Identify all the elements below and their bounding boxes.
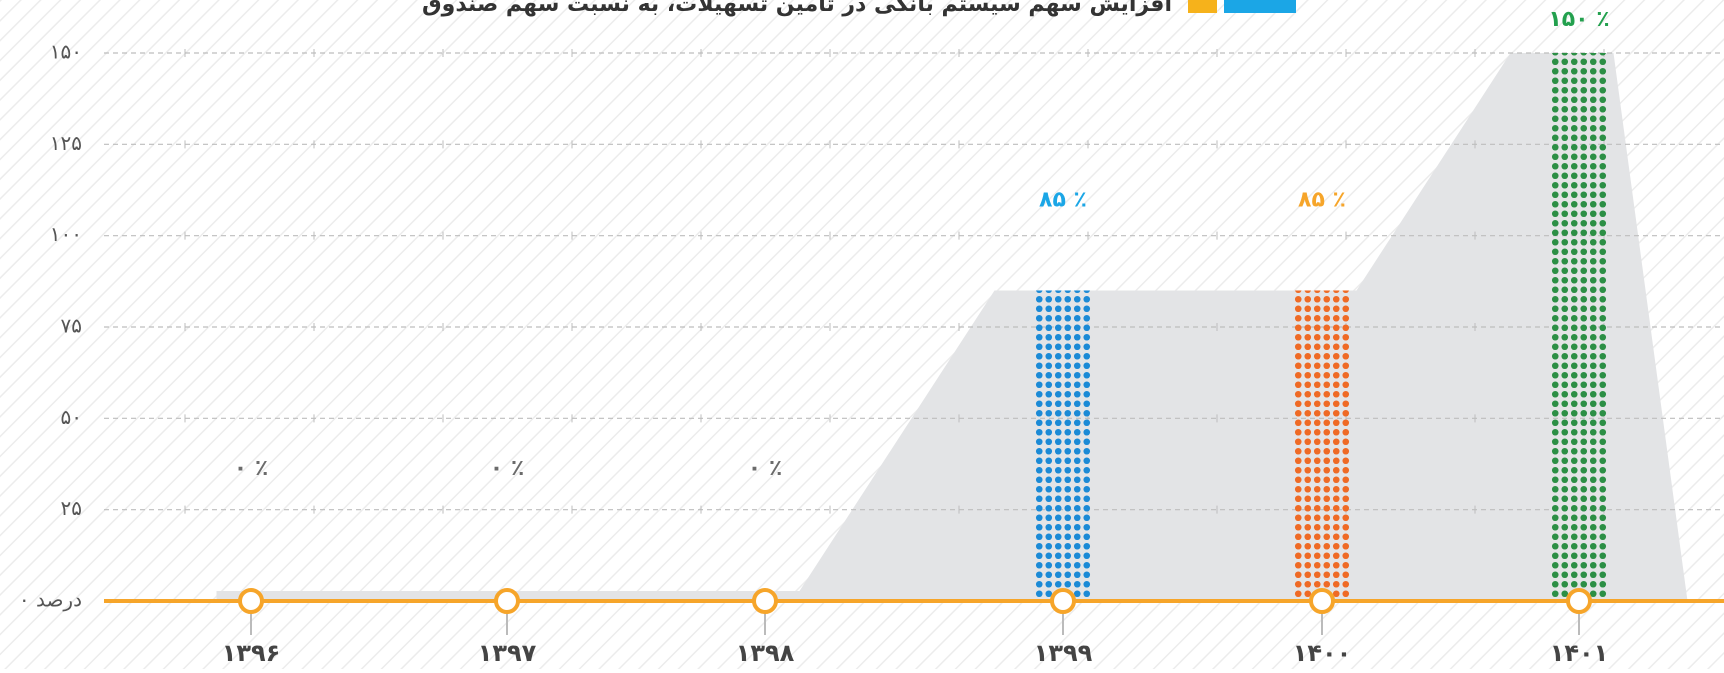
legend-swatch <box>1188 0 1217 13</box>
y-tick-label: ۷۵ <box>61 314 82 338</box>
x-tick-label: ۱۳۹۸ <box>736 639 795 667</box>
chart-title: افزایش سهم سیستم بانکی در تامین تسهیلات،… <box>422 0 1172 17</box>
value-label: ۰ ٪ <box>490 456 525 481</box>
bar <box>1293 290 1351 601</box>
value-label: ۰ ٪ <box>234 456 269 481</box>
baseline-marker <box>494 588 520 614</box>
x-tick-label: ۱۴۰۱ <box>1550 639 1609 667</box>
value-label: ۸۵ ٪ <box>1039 187 1087 212</box>
baseline-marker <box>1566 588 1592 614</box>
y-tick-label: ۱۲۵ <box>50 131 82 155</box>
bar <box>1034 290 1092 601</box>
bar <box>1550 53 1608 601</box>
x-tick-label: ۱۳۹۹ <box>1034 639 1093 667</box>
x-tick-label: ۱۳۹۶ <box>222 639 281 667</box>
y-tick-label: ۰ درصد <box>19 588 82 612</box>
value-label: ۰ ٪ <box>748 456 783 481</box>
y-tick-label: ۱۰۰ <box>50 222 82 246</box>
value-label: ۸۵ ٪ <box>1298 187 1346 212</box>
x-tick-label: ۱۳۹۷ <box>478 639 537 667</box>
value-label: ۱۵۰ ٪ <box>1548 7 1609 32</box>
baseline-marker <box>1309 588 1335 614</box>
y-tick-label: ۲۵ <box>61 496 82 520</box>
y-tick-label: ۱۵۰ <box>50 40 82 64</box>
y-tick-label: ۵۰ <box>61 405 82 429</box>
baseline-marker <box>752 588 778 614</box>
x-tick-label: ۱۴۰۰ <box>1293 639 1352 667</box>
baseline-marker <box>238 588 264 614</box>
legend-swatch <box>1224 0 1296 13</box>
baseline-marker <box>1050 588 1076 614</box>
